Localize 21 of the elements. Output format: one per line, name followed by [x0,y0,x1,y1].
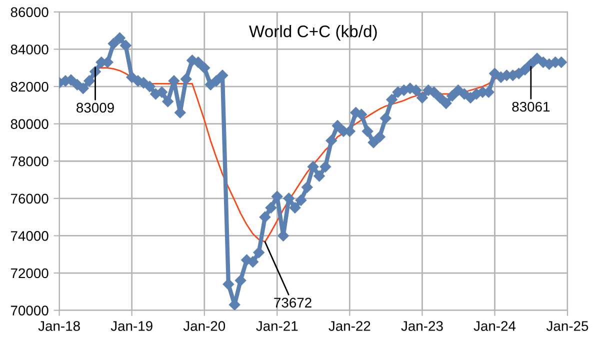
y-tick-label: 72000 [10,268,48,278]
y-tick-label: 84000 [10,44,48,54]
x-tick-label: Jan-24 [474,321,516,331]
x-tick-label: Jan-25 [546,321,588,331]
x-tick-label: Jan-22 [328,321,370,331]
y-tick-label: 74000 [10,231,48,241]
annotation: 83061 [512,102,550,112]
y-tick-label: 80000 [10,119,48,129]
x-tick-label: Jan-21 [256,321,298,331]
y-tick-label: 76000 [10,194,48,204]
x-tick-label: Jan-20 [183,321,226,331]
text: World C+C (kb/d) [249,25,377,41]
annotation: 83009 [76,102,114,113]
y-tick-label: 86000 [10,7,48,18]
annotation: 73672 [274,298,312,308]
y-tick-label: 78000 [10,156,48,166]
x-tick-label: Jan-19 [110,321,152,331]
y-tick-label: 82000 [10,82,48,92]
y-tick-label: 70000 [10,306,48,316]
x-tick-label: Jan-18 [38,321,80,331]
x-tick-label: Jan-23 [401,321,443,331]
